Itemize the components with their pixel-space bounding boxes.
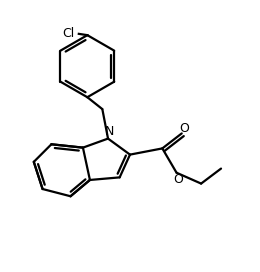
Text: N: N [105,125,114,138]
Text: O: O [179,122,189,135]
Text: Cl: Cl [62,27,74,39]
Text: O: O [174,173,184,186]
